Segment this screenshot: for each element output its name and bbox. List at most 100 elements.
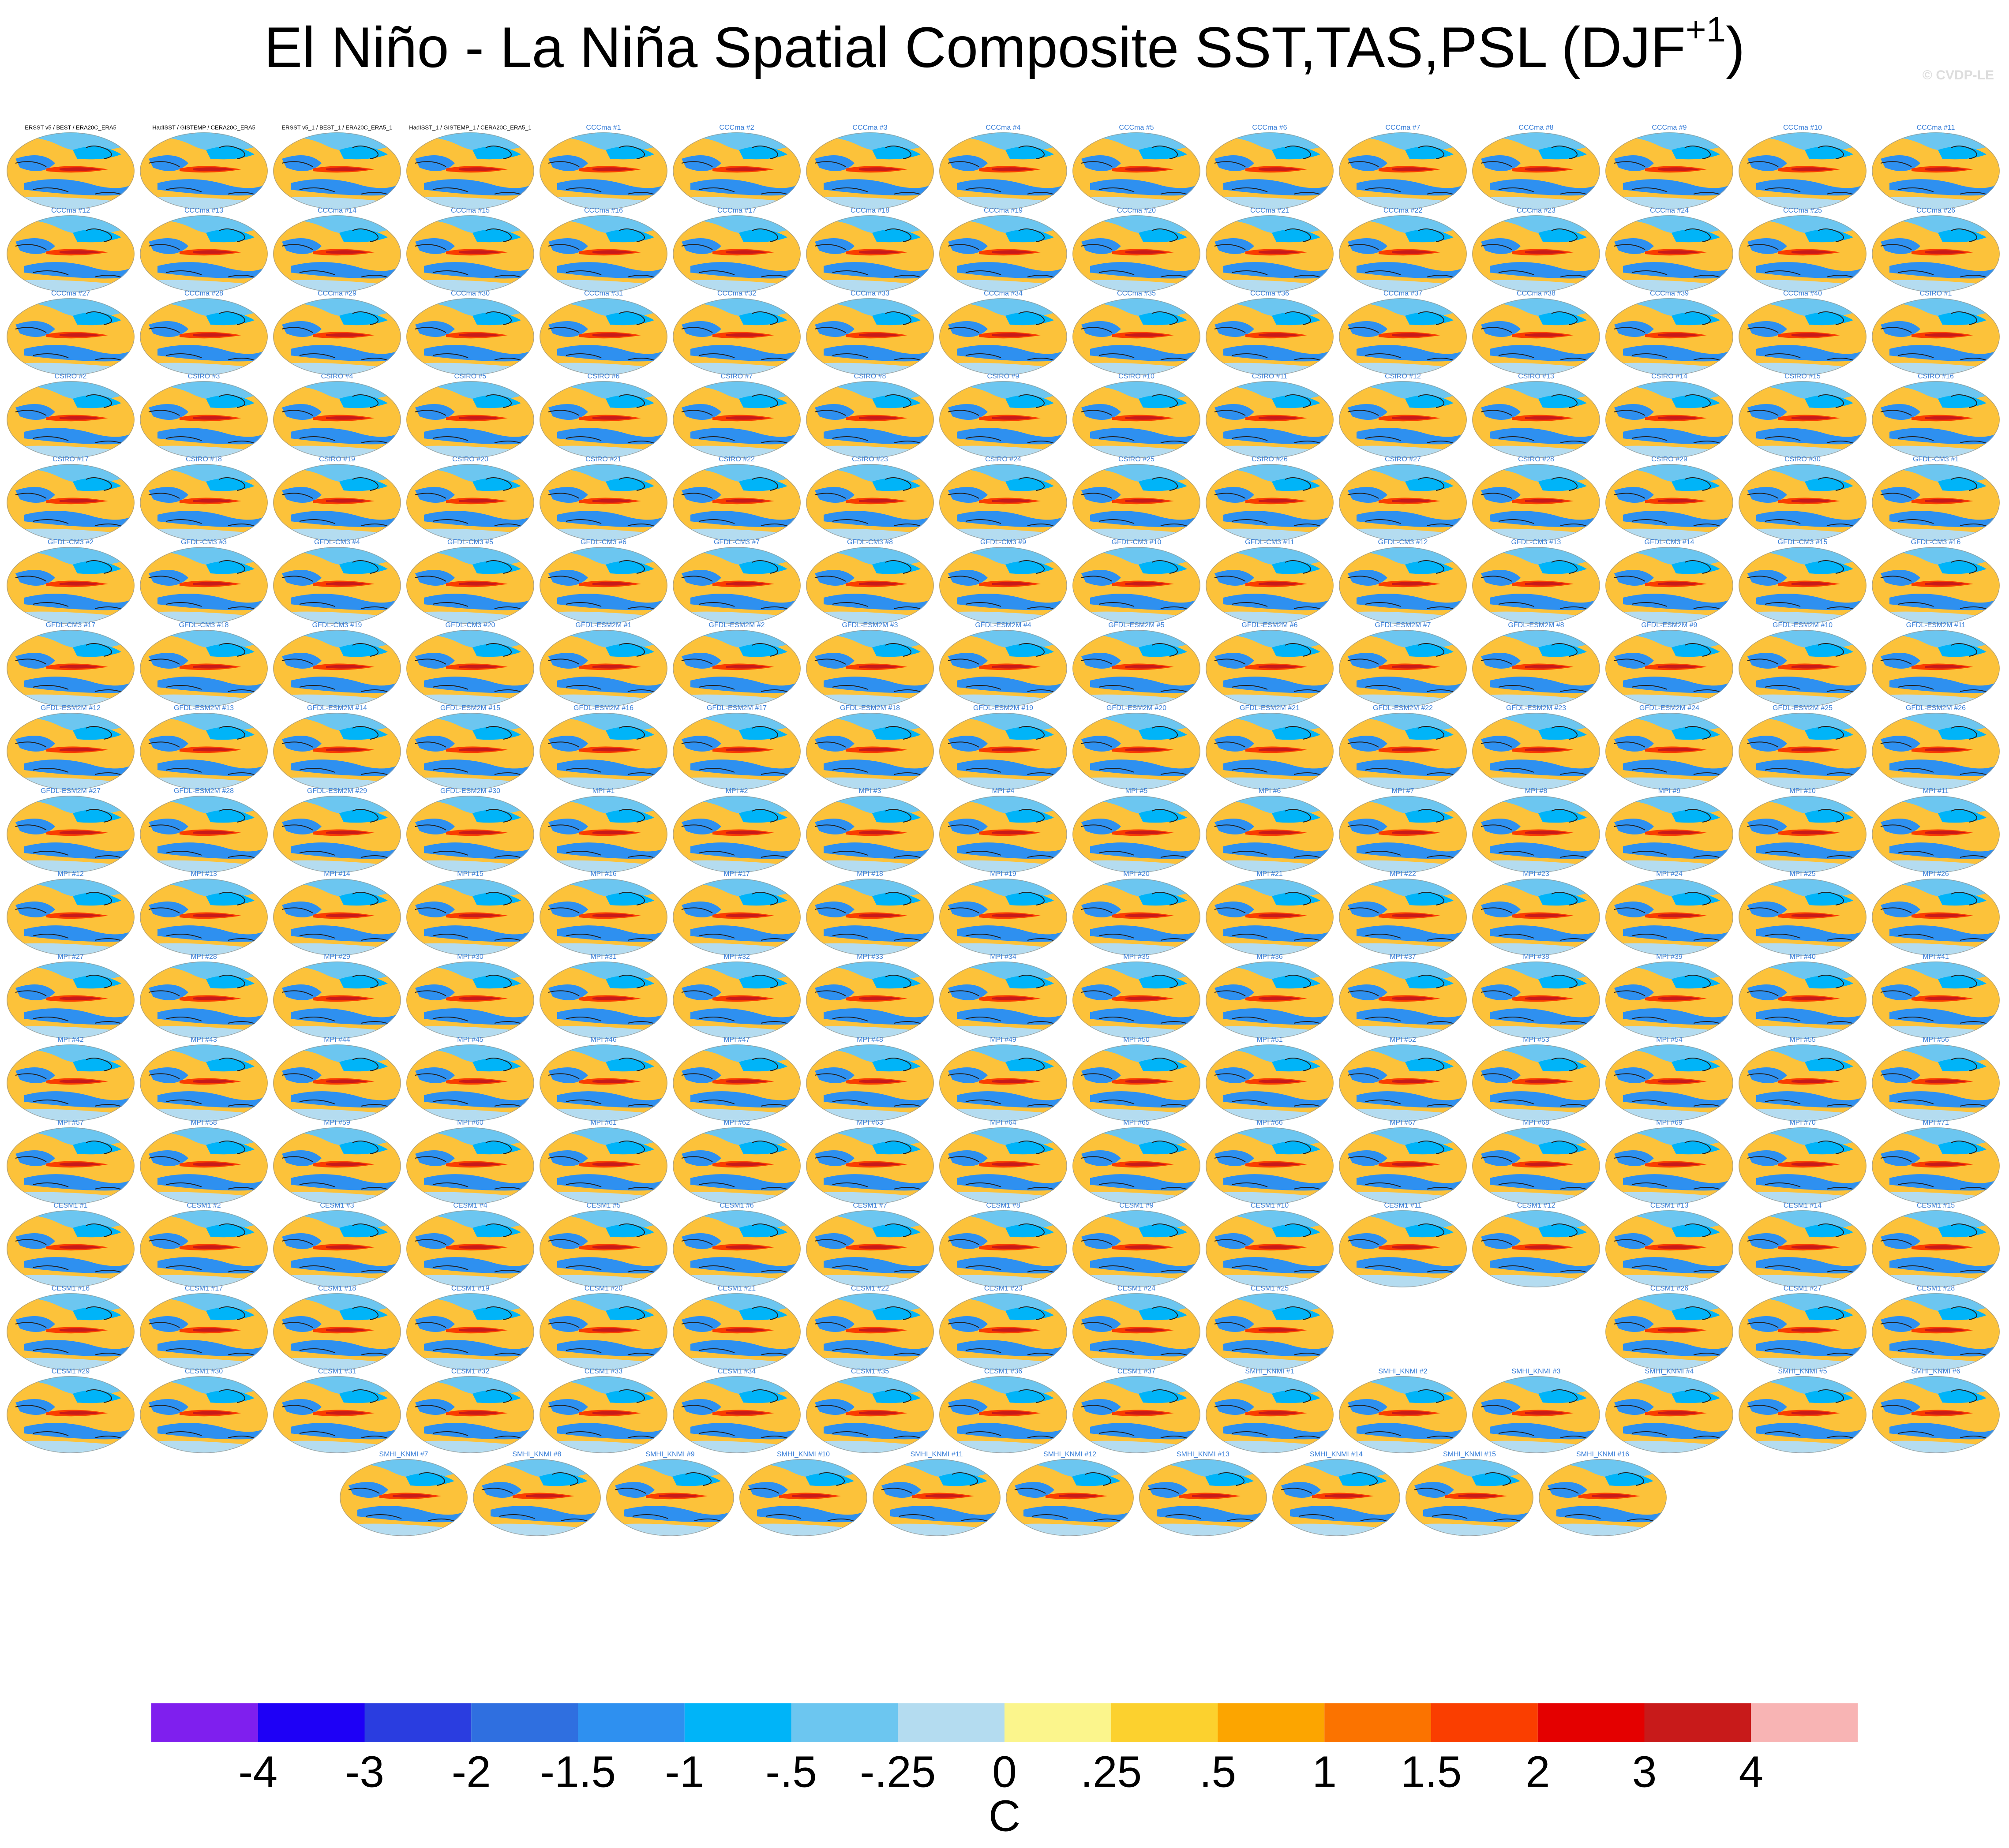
map-panel [1872,1293,2000,1370]
map-panel [939,1376,1067,1453]
map-panel [673,1376,801,1453]
map-panel [1739,1044,1867,1122]
panel-label: MPI #23 [1523,870,1549,878]
panel-label: MPI #37 [1390,953,1416,961]
panel-label: MPI #38 [1523,953,1549,961]
panel-label: GFDL-ESM2M #21 [1240,704,1300,712]
map-panel [1472,1210,1600,1287]
panel-label: CSIRO #18 [186,456,222,463]
panel-label: MPI #56 [1923,1036,1949,1044]
panel-label: MPI #32 [723,953,750,961]
map-panel [1472,547,1600,624]
colorbar: -4 -3 -2 -1.5 -1 -.5 -.25 0 .25 .5 1 1.5 2 3 4 C [151,1703,1858,1841]
map-panel [273,298,401,375]
panel-label: MPI #1 [592,787,615,795]
panel-label: CESM1 #21 [718,1285,756,1292]
panel-label: SMHI_KNMI #14 [1310,1451,1363,1458]
map-panel [1605,1210,1733,1287]
map-panel [1206,879,1334,956]
panel-label: CCCma #29 [318,290,356,297]
colorbar-box [1751,1703,1858,1742]
map-panel [1872,132,2000,209]
colorbar-box [898,1703,1004,1742]
panel-label: CSIRO #16 [1918,373,1954,380]
map-panel [7,381,135,458]
panel-label: CSIRO #24 [985,456,1021,463]
map-panel [1605,547,1733,624]
map-panel [1872,713,2000,790]
map-panel [540,1210,667,1287]
panel-label: CESM1 #15 [1917,1202,1955,1209]
map-panel [673,215,801,292]
map-panel [1605,1376,1733,1453]
map-panel [806,713,934,790]
map-panel [7,464,135,541]
map-panel [939,298,1067,375]
panel-label: MPI #59 [324,1119,350,1126]
panel-label: MPI #14 [324,870,350,878]
map-panel [1072,1376,1200,1453]
panel-label: CSIRO #10 [1118,373,1154,380]
panel-label: SMHI_KNMI #9 [645,1451,694,1458]
panel-label: CESM1 #12 [1517,1202,1555,1209]
map-panel [1139,1459,1267,1536]
panel-label: MPI #67 [1390,1119,1416,1126]
map-panel [1605,879,1733,956]
panel-label: CCCma #25 [1783,207,1822,214]
panel-label: MPI #29 [324,953,350,961]
colorbar-box [1644,1703,1751,1742]
panel-label: CCCma #30 [451,290,490,297]
map-panel [7,1127,135,1205]
panel-label: MPI #44 [324,1036,350,1044]
map-panel [1072,961,1200,1039]
map-panel [673,547,801,624]
panel-label: CCCma #33 [851,290,889,297]
panel-label: CCCma #1 [586,124,621,131]
map-panel [1206,298,1334,375]
panel-label: SMHI_KNMI #3 [1511,1368,1560,1375]
panel-label: MPI #50 [1123,1036,1150,1044]
panel-label: MPI #63 [857,1119,883,1126]
panel-label: MPI #19 [990,870,1016,878]
map-panel [1605,215,1733,292]
colorbar-tick-label: 3 [1632,1747,1657,1796]
map-panel [1872,215,2000,292]
panel-label: CSIRO #26 [1252,456,1288,463]
panel-label: GFDL-ESM2M #23 [1506,704,1566,712]
map-panel [7,961,135,1039]
colorbar-tick-label: 4 [1739,1747,1763,1796]
map-panel [939,1044,1067,1122]
map-panel [540,1044,667,1122]
map-panel [1339,961,1467,1039]
map-panel [1872,1044,2000,1122]
panel-label: CCCma #15 [451,207,490,214]
panel-label: CCCma #11 [1917,124,1955,131]
panel-label: CCCma #6 [1252,124,1287,131]
panel-label: CESM1 #35 [851,1368,889,1375]
panel-label: MPI #60 [457,1119,484,1126]
panel-label: MPI #17 [723,870,750,878]
panel-label: CESM1 #26 [1650,1285,1688,1292]
panel-label: CESM1 #23 [984,1285,1022,1292]
map-panel [739,1459,867,1536]
panel-label: GFDL-CM3 #3 [181,539,227,546]
map-panel [1605,713,1733,790]
map-panel [7,630,135,707]
panel-label: CCCma #18 [851,207,889,214]
panel-label: MPI #65 [1123,1119,1150,1126]
map-panel [1339,547,1467,624]
panel-label: GFDL-CM3 #12 [1378,539,1428,546]
map-panel [273,1293,401,1370]
panel-label: GFDL-ESM2M #19 [973,704,1033,712]
map-panel [1339,215,1467,292]
map-panel [806,1376,934,1453]
panel-label: GFDL-CM3 #19 [312,621,362,629]
map-panel [406,630,534,707]
panel-label: MPI #55 [1789,1036,1816,1044]
map-panel [140,879,268,956]
map-panel [273,464,401,541]
panel-label: CCCma #37 [1383,290,1422,297]
map-panel [1539,1459,1667,1536]
map-panel [140,796,268,873]
panel-label: CESM1 #27 [1784,1285,1822,1292]
